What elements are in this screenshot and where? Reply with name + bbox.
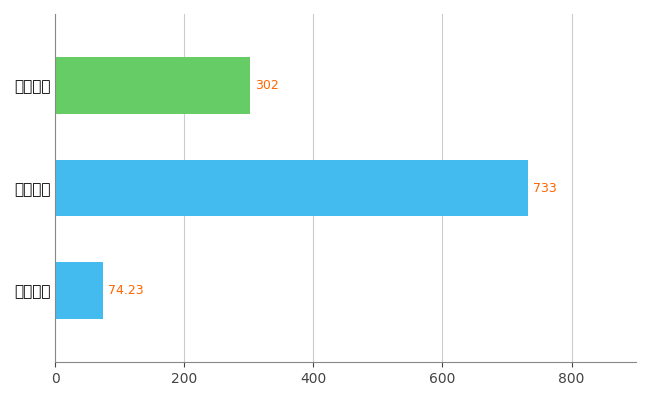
Bar <box>55 58 250 114</box>
Bar <box>55 160 528 216</box>
Text: 74.23: 74.23 <box>109 284 144 297</box>
Text: 302: 302 <box>255 79 279 92</box>
Text: 733: 733 <box>534 182 557 195</box>
Bar <box>55 262 103 319</box>
